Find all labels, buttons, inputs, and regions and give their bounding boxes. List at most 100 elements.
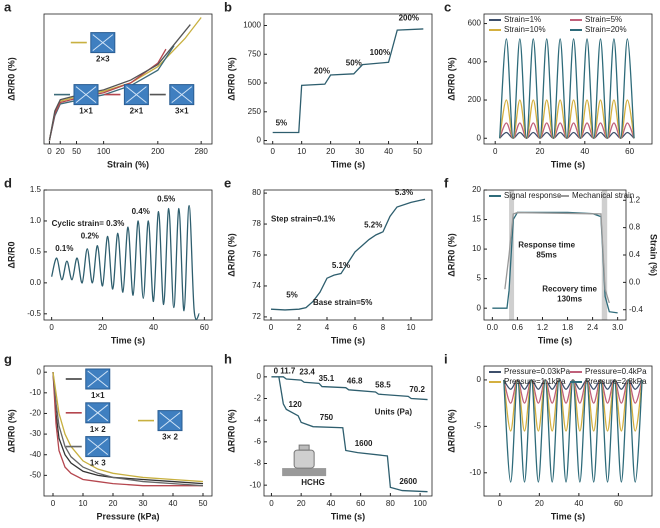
x-tick-label: 40 <box>169 499 178 508</box>
annotation: 750 <box>320 413 334 422</box>
annotation: 120 <box>289 400 303 409</box>
x-tick-label: 60 <box>614 499 623 508</box>
legend-label: 1×1 <box>79 107 93 116</box>
data-line <box>499 131 635 139</box>
x-tick-label: 20 <box>297 499 306 508</box>
mesh-pattern <box>75 86 97 103</box>
data-line <box>492 211 618 314</box>
weight-handle <box>298 444 310 451</box>
mesh-pattern <box>87 370 109 388</box>
y-tick-label: 1000 <box>243 21 261 30</box>
x-tick-label: 20 <box>326 147 335 156</box>
y-tick-label: 80 <box>252 188 261 197</box>
data-line <box>503 379 643 432</box>
plot-frame <box>263 365 433 497</box>
x-axis-label: Time (s) <box>551 511 585 521</box>
weight-body <box>293 449 315 469</box>
y-tick-label: -4 <box>254 415 262 424</box>
weight-base <box>282 468 327 477</box>
y2-tick-label: 0.4 <box>629 250 641 259</box>
x-tick-label: 0 <box>498 499 503 508</box>
x-tick-label: 60 <box>625 147 634 156</box>
y-tick-label: 72 <box>252 312 261 321</box>
y-tick-label: 0 <box>477 375 482 384</box>
mesh-pattern <box>87 404 109 422</box>
x-tick-label: 200 <box>151 147 165 156</box>
x-tick-label: 2 <box>297 323 302 332</box>
x-tick-label: 20 <box>98 323 107 332</box>
y-tick-label: -10 <box>469 468 481 477</box>
y2-tick-label: 0.8 <box>629 223 641 232</box>
x-tick-label: 0.0 <box>487 323 499 332</box>
legend-label: 1×1 <box>91 391 105 400</box>
x-tick-label: 2.4 <box>587 323 599 332</box>
panel-label: c <box>444 0 451 14</box>
data-line <box>48 45 175 141</box>
legend-label: 3×1 <box>175 107 189 116</box>
x-axis-label: Time (s) <box>551 159 585 169</box>
x-tick-label: 10 <box>297 147 306 156</box>
y-tick-label: 0 <box>477 133 482 142</box>
y-tick-label: 0 <box>257 372 262 381</box>
y-axis-label: ΔR/R0 (%) <box>446 409 456 452</box>
y-tick-label: 1.0 <box>30 216 42 225</box>
x-axis-label: Time (s) <box>538 335 572 345</box>
data-line <box>48 17 202 141</box>
y-tick-label: 15 <box>472 215 481 224</box>
y-axis-label: ΔR/R0 (%) <box>446 233 456 276</box>
panel-label: b <box>224 0 232 14</box>
panel-label: f <box>444 175 449 190</box>
y-tick-label: -0.5 <box>27 309 41 318</box>
x-tick-label: 0.6 <box>512 323 524 332</box>
mesh-pattern <box>87 438 109 455</box>
y-axis-label: ΔR/R0 (%) <box>446 57 456 100</box>
legend-label: 2×3 <box>96 55 110 64</box>
data-line <box>52 372 203 487</box>
panel-label: i <box>444 351 448 366</box>
data-line <box>52 372 204 485</box>
annotation: 23.4 <box>299 368 315 377</box>
x-tick-label: 80 <box>386 499 395 508</box>
plot-frame <box>263 13 433 145</box>
y-tick-label: -2 <box>254 394 262 403</box>
x-tick-label: 50 <box>72 147 81 156</box>
y-tick-label: 200 <box>468 95 482 104</box>
y-tick-label: 0.5 <box>30 247 42 256</box>
x-axis-label: Strain (%) <box>107 159 149 169</box>
recovery-band <box>601 190 608 320</box>
legend-label: 2×1 <box>130 107 144 116</box>
x-tick-label: 8 <box>381 323 386 332</box>
x-tick-label: 0 <box>493 147 498 156</box>
y-tick-label: 0 <box>37 367 42 376</box>
annotation: 70.2 <box>409 385 425 394</box>
annotation: 100% <box>370 48 390 57</box>
plot-frame <box>43 189 213 321</box>
annotation: 50% <box>346 59 362 68</box>
y-axis-label: ΔR/R0 (%) <box>6 409 16 452</box>
y-axis-label: ΔR/R0 (%) <box>226 233 236 276</box>
panel-label: a <box>4 0 12 14</box>
annotation: 0.2% <box>81 232 99 241</box>
x-tick-label: 0 <box>270 147 275 156</box>
y-tick-label: 0.0 <box>30 278 42 287</box>
annotation: 5.2% <box>364 221 382 230</box>
annotation: 5.3% <box>395 188 413 197</box>
y-tick-label: -5 <box>474 421 482 430</box>
annotation: 2600 <box>399 477 417 486</box>
data-line <box>272 28 424 134</box>
annotation: 0.4% <box>132 207 150 216</box>
annotation: 0 <box>274 367 279 376</box>
annotation: Base strain=5% <box>313 298 372 307</box>
annotation: Cyclic strain= <box>52 219 105 228</box>
annotation: 200% <box>399 14 419 23</box>
data-line <box>270 198 426 311</box>
x-tick-label: 280 <box>194 147 208 156</box>
plot-frame <box>483 13 653 145</box>
y-tick-label: 250 <box>248 107 262 116</box>
y-tick-label: -10 <box>29 388 41 397</box>
x-tick-label: 60 <box>356 499 365 508</box>
data-line <box>499 38 635 139</box>
y-tick-label: 0 <box>477 303 482 312</box>
legend-label: Mechanical strain <box>572 191 634 200</box>
mesh-pattern <box>159 412 181 429</box>
